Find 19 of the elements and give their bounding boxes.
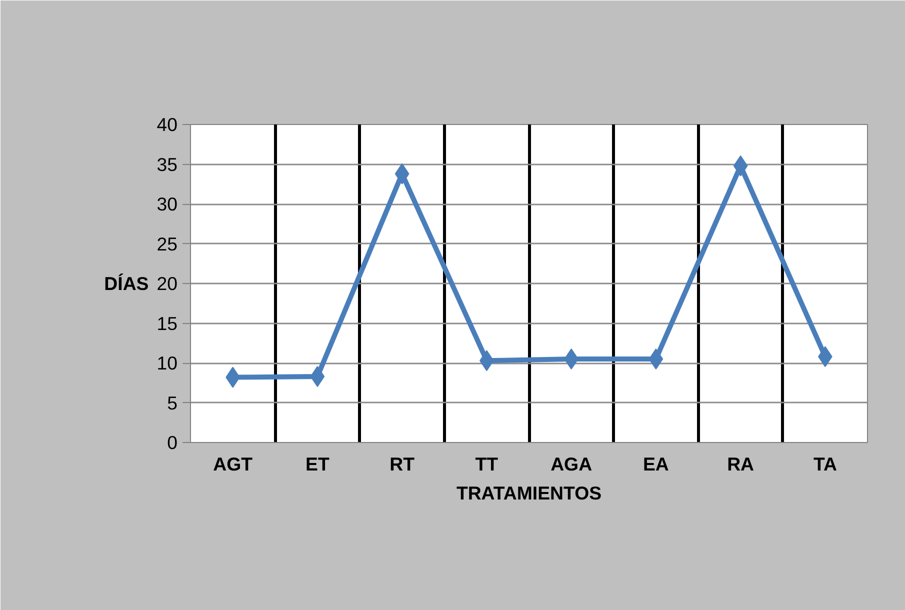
x-tick-label: ET <box>306 454 330 474</box>
y-tick-label: 20 <box>156 273 178 294</box>
y-axis-title: DÍAS <box>104 273 149 294</box>
x-tick-label: RT <box>390 454 416 474</box>
x-axis-title: TRATAMIENTOS <box>456 482 602 504</box>
y-tick-label: 35 <box>156 154 178 175</box>
y-tick-label: 25 <box>156 233 178 254</box>
y-tick-label: 0 <box>167 432 178 453</box>
y-tick-label: 40 <box>156 114 178 135</box>
x-tick-label: TA <box>813 454 837 474</box>
x-tick-label: AGT <box>213 454 254 474</box>
x-tick-label: EA <box>642 454 669 474</box>
x-tick-label: TT <box>475 454 499 474</box>
y-tick-label: 10 <box>156 352 178 374</box>
y-tick-label: 15 <box>156 312 178 334</box>
x-tick-label: RA <box>727 454 754 474</box>
x-tick-label: AGA <box>550 454 592 474</box>
y-tick-label: 5 <box>167 392 178 414</box>
y-tick-label: 30 <box>156 194 178 214</box>
